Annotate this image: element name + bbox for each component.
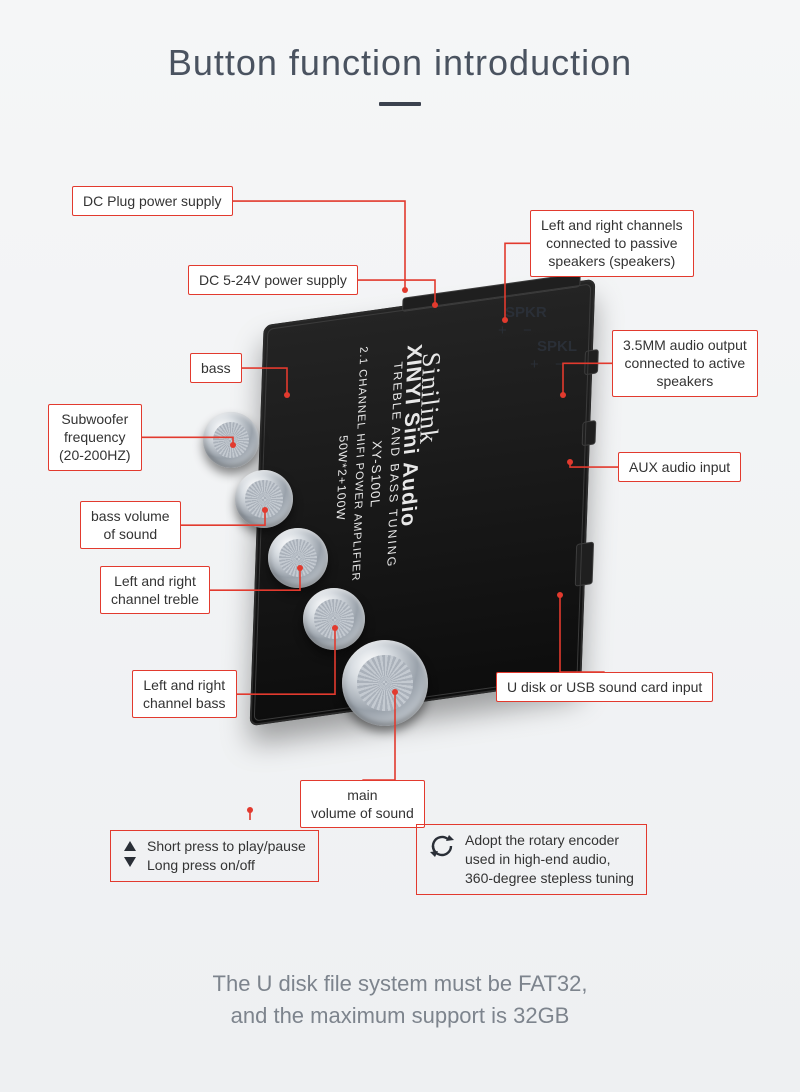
knob-3 <box>268 528 328 588</box>
note-enc-line3: 360-degree stepless tuning <box>465 870 634 886</box>
note-enc-line2: used in high-end audio, <box>465 851 611 867</box>
board-brand: XINYI Sini Audio <box>395 343 425 529</box>
callout-dc-524: DC 5-24V power supply <box>188 265 358 295</box>
spkl-plus: + <box>530 356 539 373</box>
board-subtitle: TREBLE AND BASS TUNING <box>384 361 405 569</box>
spkr-label: SPKR <box>505 304 547 321</box>
triangle-icons <box>123 839 137 874</box>
callout-dc-plug: DC Plug power supply <box>72 186 233 216</box>
note-enc-line1: Adopt the rotary encoder <box>465 832 619 848</box>
knob-1 <box>203 412 259 468</box>
knob-5 <box>342 640 428 726</box>
note-enc-text: Adopt the rotary encoder used in high-en… <box>465 831 634 888</box>
footer-text: The U disk file system must be FAT32, an… <box>0 968 800 1032</box>
board-model: XY-S100L <box>368 440 385 509</box>
board-script: Sinilink <box>413 350 446 446</box>
rotary-icon <box>429 833 455 864</box>
spkl-minus: − <box>555 356 564 373</box>
callout-bass-vol: bass volume of sound <box>80 501 181 549</box>
note-play-text: Short press to play/pause Long press on/… <box>147 837 306 875</box>
callout-lr-treble: Left and right channel treble <box>100 566 210 614</box>
footer-line2: and the maximum support is 32GB <box>231 1003 570 1028</box>
callout-sub-freq: Subwoofer frequency (20-200HZ) <box>48 404 142 471</box>
spkl-label: SPKL <box>537 338 577 355</box>
callout-lr-bass: Left and right channel bass <box>132 670 237 718</box>
board-line1: 2.1 CHANNEL HIFI POWER AMPLIFIER <box>349 346 369 583</box>
terminal-block <box>402 273 581 312</box>
spkr-minus: − <box>523 322 532 339</box>
callout-usb: U disk or USB sound card input <box>496 672 713 702</box>
knob-2 <box>235 470 293 528</box>
note-play-line1: Short press to play/pause <box>147 838 306 854</box>
jack-audio-out <box>584 349 599 375</box>
callout-lr-speakers: Left and right channels connected to pas… <box>530 210 694 277</box>
callout-bass: bass <box>190 353 242 383</box>
callout-aux35: 3.5MM audio output connected to active s… <box>612 330 758 397</box>
usb-port <box>575 542 594 587</box>
jack-aux-in <box>582 420 597 446</box>
callout-main-vol: main volume of sound <box>300 780 425 828</box>
note-rotary-encoder: Adopt the rotary encoder used in high-en… <box>416 824 647 895</box>
board-line2: 50W*2+100W <box>334 434 351 522</box>
note-play-pause: Short press to play/pause Long press on/… <box>110 830 319 882</box>
callout-aux-in: AUX audio input <box>618 452 741 482</box>
note-play-line2: Long press on/off <box>147 857 255 873</box>
knob-4 <box>303 588 365 650</box>
footer-line1: The U disk file system must be FAT32, <box>213 971 588 996</box>
diagram-stage: Sinilink XINYI Sini Audio TREBLE AND BAS… <box>0 0 800 1092</box>
spkr-plus: + <box>498 322 507 339</box>
